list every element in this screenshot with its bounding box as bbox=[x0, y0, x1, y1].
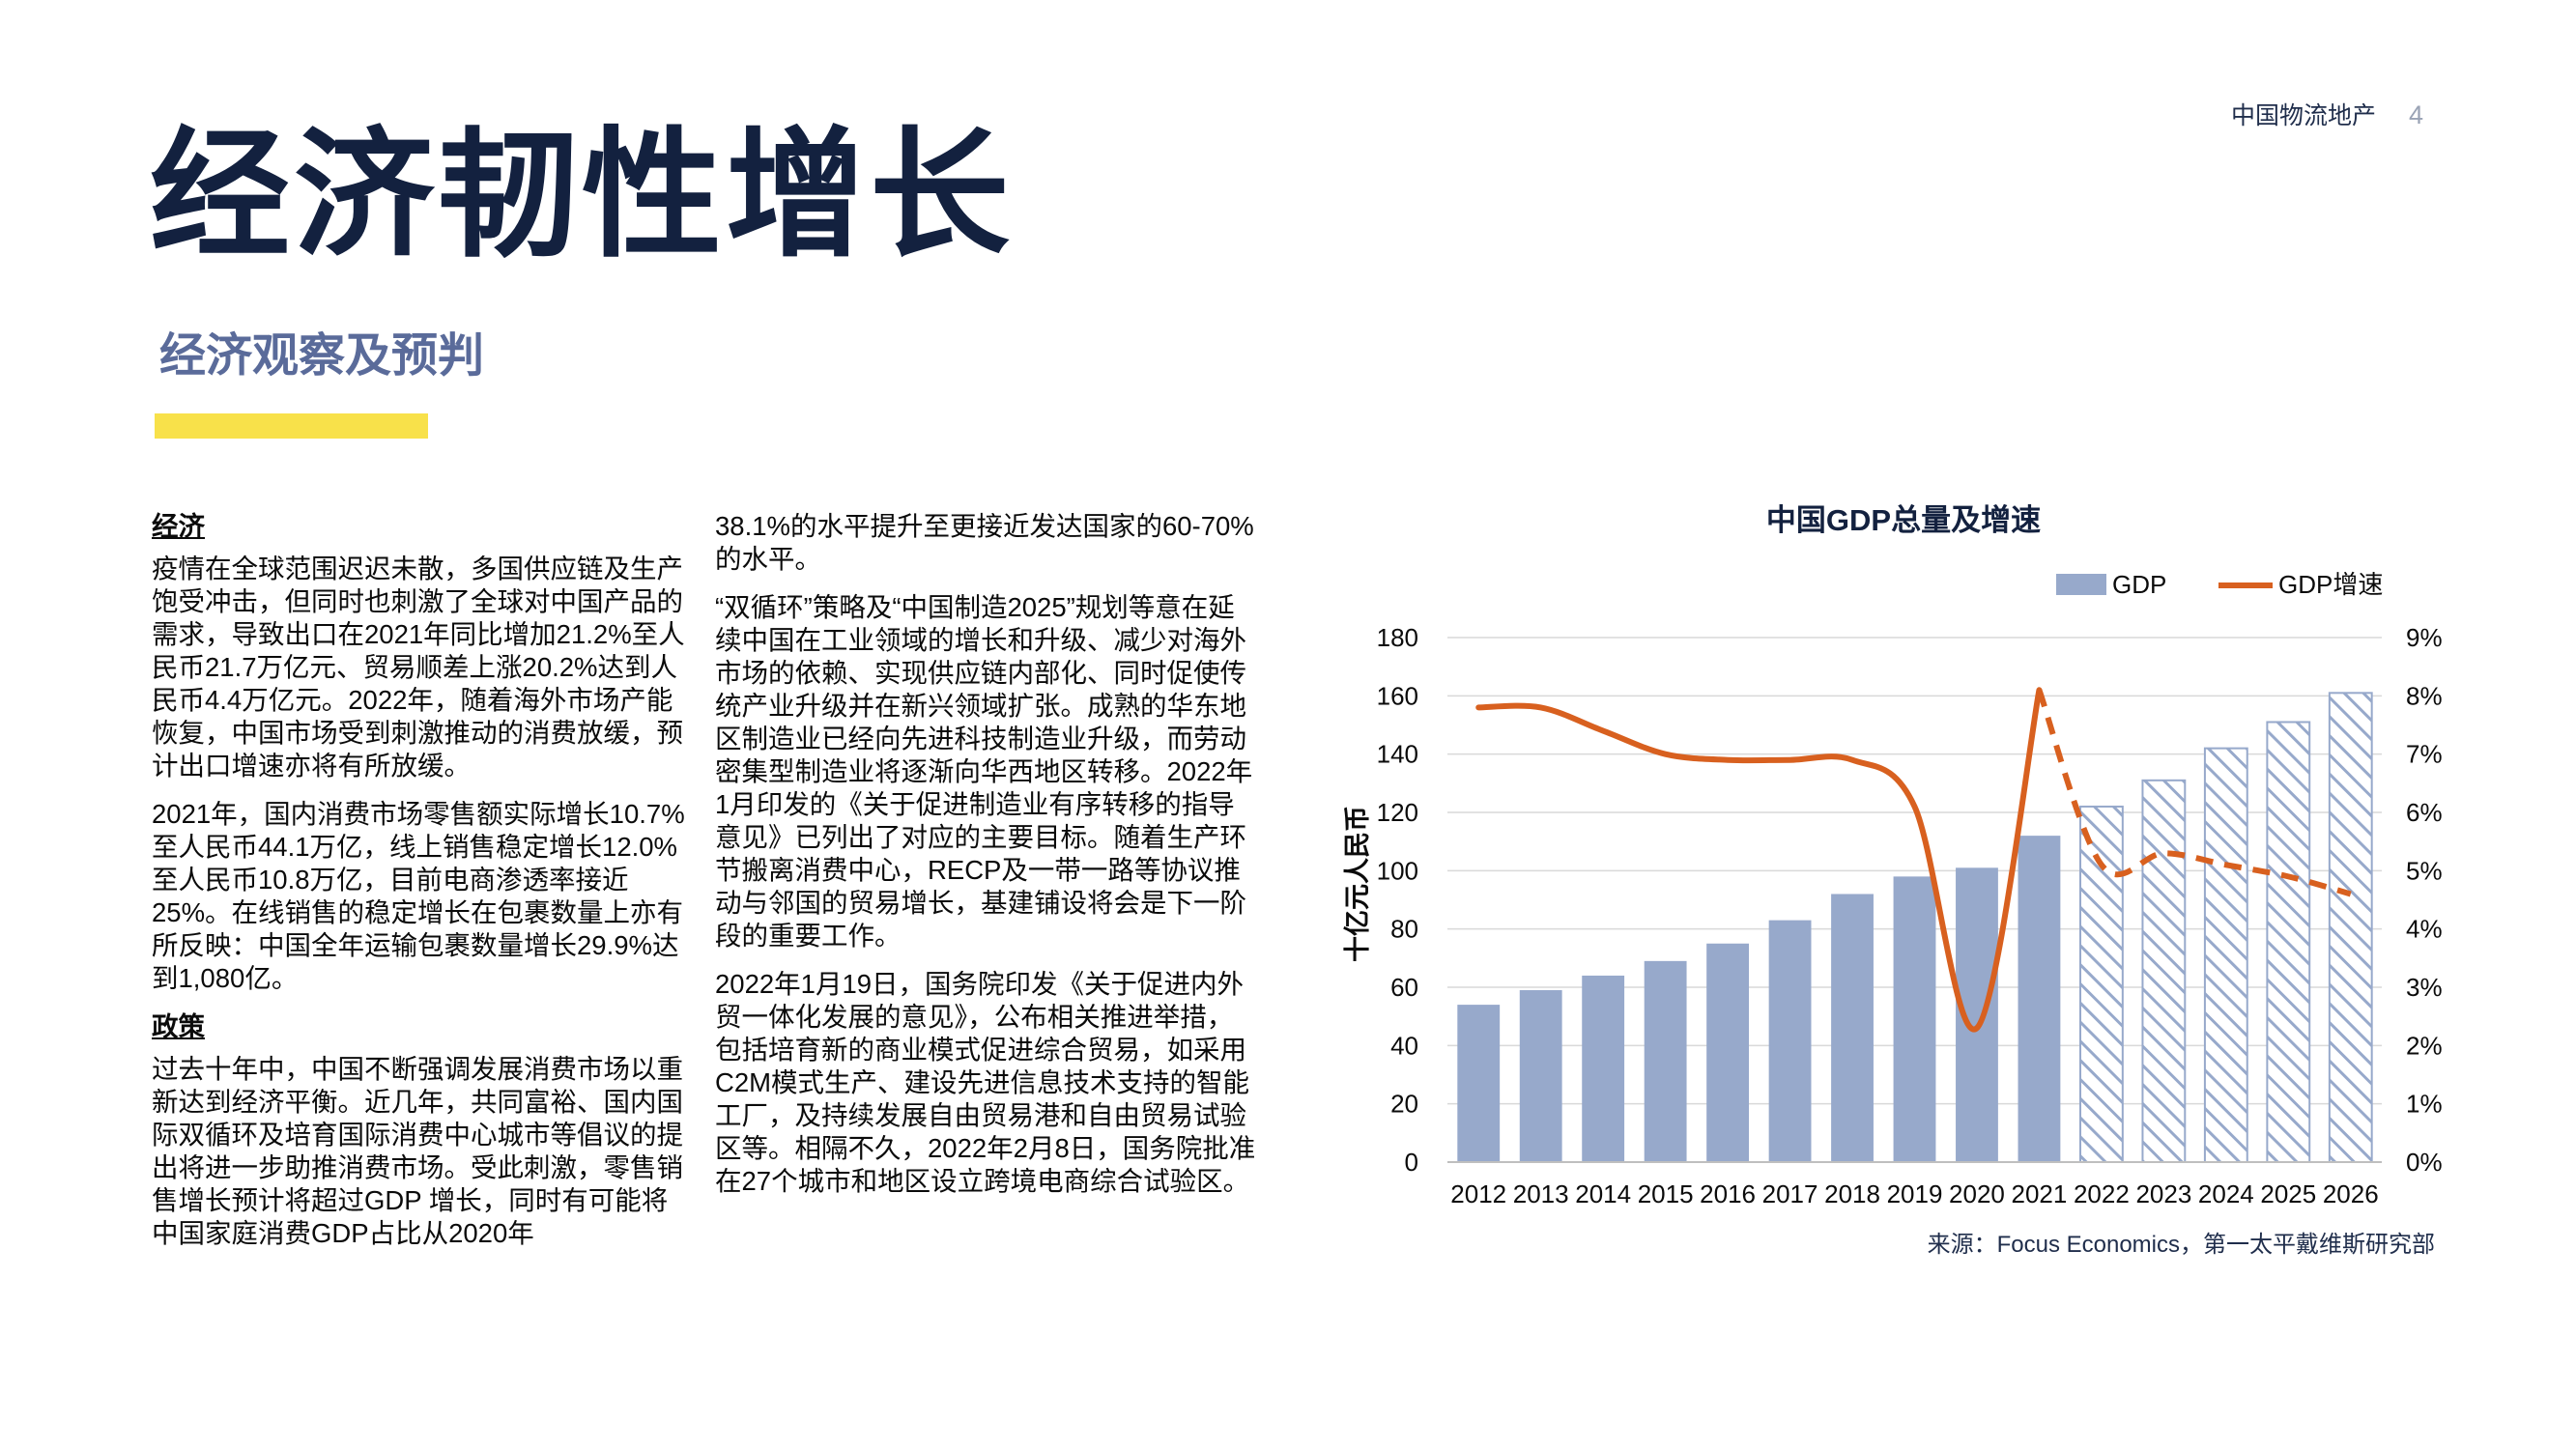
chart-title: 中国GDP总量及增速 bbox=[1766, 503, 2041, 537]
y2-tick-label: 3% bbox=[2406, 973, 2443, 1002]
gdp-bar bbox=[1893, 876, 1936, 1162]
middle-text-column: 38.1%的水平提升至更接近发达国家的60-70%的水平。 “双循环”策略及“中… bbox=[715, 510, 1256, 1213]
y2-tick-label: 6% bbox=[2406, 798, 2443, 827]
y2-tick-label: 5% bbox=[2406, 856, 2443, 885]
x-tick-label: 2012 bbox=[1450, 1179, 1506, 1208]
legend-gdp-swatch bbox=[2056, 574, 2106, 595]
y2-tick-label: 2% bbox=[2406, 1031, 2443, 1060]
y2-tick-label: 4% bbox=[2406, 915, 2443, 944]
x-tick-label: 2013 bbox=[1513, 1179, 1569, 1208]
heading-economy: 经济 bbox=[152, 511, 205, 541]
paragraph-policy-consumption: 过去十年中，中国不断强调发展消费市场以重新达到经济平衡。近几年，共同富裕、国内国… bbox=[152, 1054, 683, 1248]
header-brand: 中国物流地产 4 bbox=[2231, 97, 2423, 131]
y-tick-label: 40 bbox=[1390, 1031, 1418, 1060]
x-tick-label: 2020 bbox=[1949, 1179, 2005, 1208]
paragraph-policy-continued: 38.1%的水平提升至更接近发达国家的60-70%的水平。 bbox=[715, 511, 1254, 574]
y2-tick-label: 1% bbox=[2406, 1090, 2443, 1119]
paragraph-dual-circulation: “双循环”策略及“中国制造2025”规划等意在延续中国在工业领域的增长和升级、减… bbox=[715, 592, 1253, 951]
gdp-bar bbox=[1768, 920, 1812, 1162]
paragraph-economy-exports: 疫情在全球范围迟迟未散，多国供应链及生产饱受冲击，但同时也刺激了全球对中国产品的… bbox=[152, 554, 685, 781]
page-number: 4 bbox=[2408, 100, 2423, 129]
y-tick-label: 20 bbox=[1390, 1090, 1418, 1119]
gdp-bar bbox=[2018, 836, 2061, 1162]
y-tick-label: 60 bbox=[1390, 973, 1418, 1002]
x-tick-label: 2023 bbox=[2135, 1179, 2191, 1208]
x-tick-label: 2017 bbox=[1762, 1179, 1818, 1208]
paragraph-economy-consumption: 2021年，国内消费市场零售额实际增长10.7%至人民币44.1万亿，线上销售稳… bbox=[152, 799, 685, 993]
gdp-bar bbox=[1831, 894, 1874, 1162]
gdp-bar bbox=[1457, 1005, 1501, 1162]
x-tick-label: 2018 bbox=[1824, 1179, 1880, 1208]
legend-growth-label: GDP增速 bbox=[2278, 570, 2383, 599]
y2-tick-label: 8% bbox=[2406, 681, 2443, 710]
gdp-forecast-bar bbox=[2141, 779, 2187, 1163]
chart-legend: GDP GDP增速 bbox=[2056, 570, 2383, 599]
y-tick-label: 0 bbox=[1405, 1148, 1418, 1177]
gdp-growth-line-forecast bbox=[2036, 689, 2352, 897]
source-note: 来源：Focus Economics，第一太平戴维斯研究部 bbox=[1927, 1232, 2435, 1258]
gdp-bar bbox=[1706, 943, 1750, 1162]
chart-growth-line bbox=[1475, 687, 2352, 1033]
gdp-bar bbox=[1644, 960, 1687, 1162]
x-tick-label: 2026 bbox=[2323, 1179, 2379, 1208]
paragraph-state-council: 2022年1月19日，国务院印发《关于促进内外贸一体化发展的意见》，公布相关推进… bbox=[715, 969, 1256, 1196]
heading-policy: 政策 bbox=[152, 1011, 205, 1041]
y-tick-label: 120 bbox=[1377, 798, 1418, 827]
page-title: 经济韧性增长 bbox=[150, 117, 1014, 273]
chart-axes: 0 20 40 60 80 100 120 140 160 180 0% 1% 2% 3% 4% 5% 6% 7%… bbox=[1377, 623, 2443, 1208]
x-tick-label: 2021 bbox=[2012, 1179, 2068, 1208]
y-tick-label: 160 bbox=[1377, 681, 1418, 710]
x-tick-label: 2022 bbox=[2074, 1179, 2130, 1208]
gdp-forecast-bar bbox=[2203, 747, 2248, 1163]
y2-tick-label: 7% bbox=[2406, 740, 2443, 769]
gdp-bar bbox=[1582, 975, 1625, 1162]
gdp-forecast-bar bbox=[2266, 721, 2311, 1163]
chart-bars bbox=[1457, 692, 2373, 1163]
brand-name: 中国物流地产 bbox=[2230, 102, 2376, 129]
y-tick-label: 180 bbox=[1377, 623, 1418, 652]
gdp-chart-svg: 中国GDP总量及增速 GDP GDP增速 0 20 40 60 80 100 120 140 16… bbox=[1343, 503, 2443, 1208]
gdp-chart: 中国GDP总量及增速 GDP GDP增速 0 20 40 60 80 100 120 140 16… bbox=[1333, 488, 2445, 1290]
page-subtitle: 经济观察及预判 bbox=[159, 330, 485, 382]
gdp-bar bbox=[1519, 990, 1562, 1162]
x-tick-label: 2014 bbox=[1575, 1179, 1631, 1208]
y2-tick-label: 9% bbox=[2406, 623, 2443, 652]
gdp-growth-line-actual bbox=[1475, 687, 2043, 1033]
x-tick-label: 2019 bbox=[1887, 1179, 1943, 1208]
x-tick-label: 2016 bbox=[1700, 1179, 1756, 1208]
legend-gdp-label: GDP bbox=[2112, 570, 2166, 599]
chart-y-axis-label: 十亿元人民币 bbox=[1343, 806, 1372, 962]
y2-tick-label: 0% bbox=[2406, 1148, 2443, 1177]
x-tick-label: 2015 bbox=[1638, 1179, 1694, 1208]
left-text-column: 经济 疫情在全球范围迟迟未散，多国供应链及生产饱受冲击，但同时也刺激了全球对中国… bbox=[152, 510, 688, 1265]
x-tick-label: 2024 bbox=[2198, 1179, 2254, 1208]
y-tick-label: 100 bbox=[1377, 856, 1418, 885]
y-tick-label: 140 bbox=[1377, 740, 1418, 769]
accent-bar bbox=[155, 413, 428, 439]
x-tick-label: 2025 bbox=[2260, 1179, 2316, 1208]
y-tick-label: 80 bbox=[1390, 915, 1418, 944]
gdp-forecast-bar bbox=[2328, 692, 2373, 1163]
